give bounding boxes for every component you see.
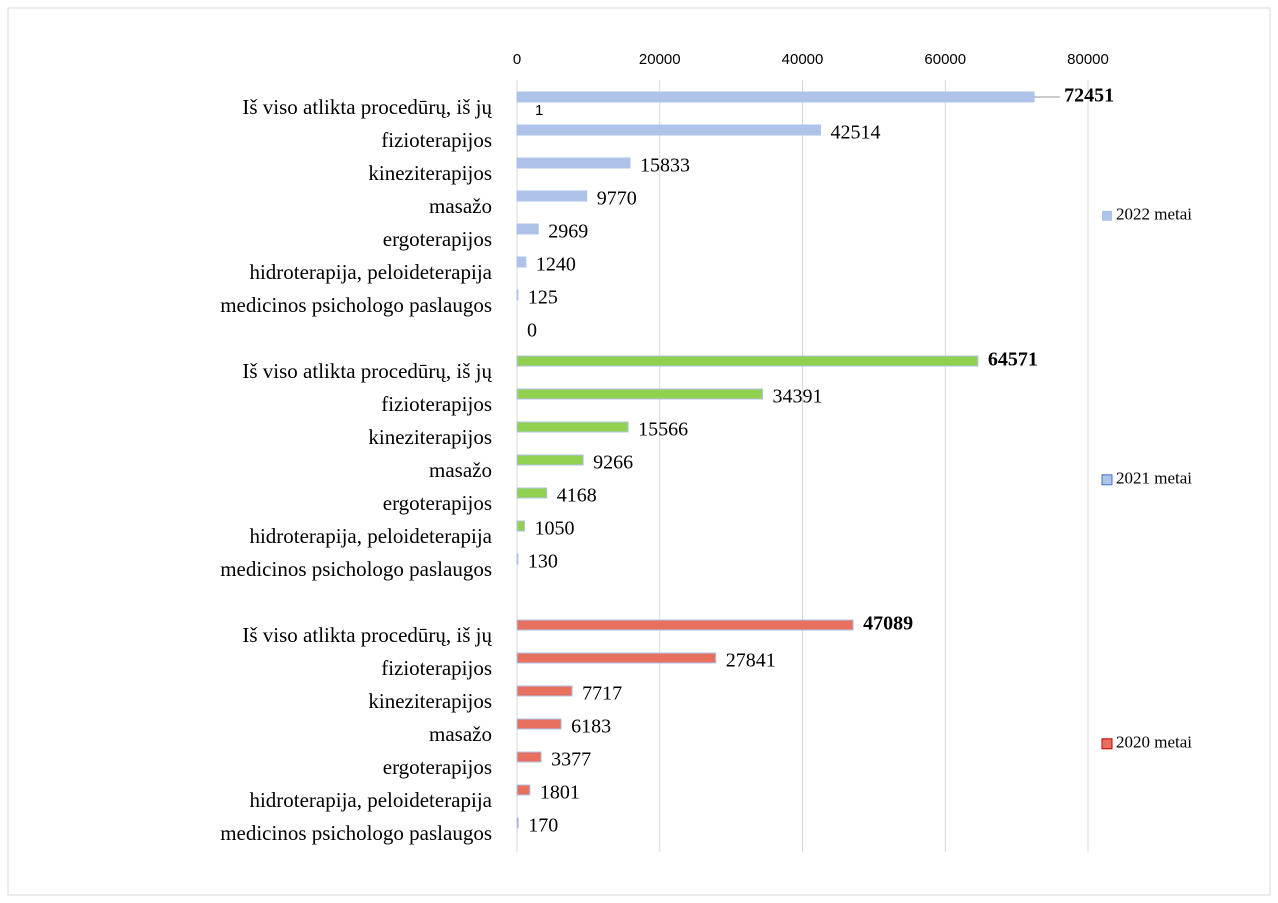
bar <box>516 454 584 466</box>
data-label: 9266 <box>593 452 633 474</box>
y-tick-label: Iš viso atlikta procedūrų, iš jų <box>242 623 492 647</box>
y-tick-label: Iš viso atlikta procedūrų, iš jų <box>242 359 492 383</box>
y-tick-label: ergoterapijos <box>383 491 492 515</box>
data-label: 4168 <box>557 485 597 507</box>
x-tick-label: 20000 <box>639 51 681 68</box>
bar <box>516 718 562 730</box>
bar <box>516 355 979 367</box>
bar <box>516 685 573 697</box>
y-tick-label: hidroterapija, peloideterapija <box>249 788 492 812</box>
y-tick-label: medicinos psichologo paslaugos <box>220 293 492 317</box>
y-tick-label: fizioterapijos <box>381 128 492 152</box>
bar <box>516 289 519 301</box>
x-tick-label: 0 <box>513 51 521 68</box>
data-label: 9770 <box>597 188 637 210</box>
bar <box>516 619 854 631</box>
legend-label: 2022 metai <box>1116 205 1192 224</box>
y-tick-label: hidroterapija, peloideterapija <box>249 260 492 284</box>
bar <box>516 553 519 565</box>
bar <box>516 388 763 400</box>
bar <box>516 190 588 202</box>
y-tick-label: hidroterapija, peloideterapija <box>249 524 492 548</box>
data-label: 1801 <box>540 782 580 804</box>
data-label: 64571 <box>988 349 1038 371</box>
bar <box>516 520 525 532</box>
y-tick-label: kineziterapijos <box>368 161 492 185</box>
y-tick-label: ergoterapijos <box>383 227 492 251</box>
bar <box>516 751 542 763</box>
data-label: 0 <box>527 320 537 342</box>
legend-marker <box>1101 738 1113 750</box>
bar <box>516 124 821 136</box>
data-label: 27841 <box>726 650 776 672</box>
chart-frame <box>7 7 1271 896</box>
legend-label: 2021 metai <box>1116 469 1192 488</box>
y-tick-label: medicinos psichologo paslaugos <box>220 821 492 845</box>
y-tick-label: masažo <box>429 458 492 482</box>
data-label: 7717 <box>582 683 622 705</box>
y-tick-label: fizioterapijos <box>381 392 492 416</box>
data-label: 125 <box>528 287 558 309</box>
bar <box>516 421 629 433</box>
legend-label: 2020 metai <box>1116 733 1192 752</box>
legend-marker <box>1101 474 1113 486</box>
data-label: 15833 <box>640 155 690 177</box>
bar <box>516 91 1035 103</box>
bar <box>516 784 531 796</box>
y-tick-label: Iš viso atlikta procedūrų, iš jų <box>242 95 492 119</box>
x-tick-label: 40000 <box>782 51 824 68</box>
bar <box>516 256 527 268</box>
data-label: 15566 <box>638 419 688 441</box>
data-label: 1050 <box>534 518 574 540</box>
x-tick-label: 80000 <box>1067 51 1109 68</box>
y-tick-label: masažo <box>429 722 492 746</box>
data-label: 2969 <box>548 221 588 243</box>
bar <box>516 817 519 829</box>
bar <box>516 652 717 664</box>
data-label: 170 <box>528 815 558 837</box>
y-tick-label: medicinos psichologo paslaugos <box>220 557 492 581</box>
data-label: 1240 <box>536 254 576 276</box>
y-tick-label: fizioterapijos <box>381 656 492 680</box>
y-tick-label: ergoterapijos <box>383 755 492 779</box>
data-label: 34391 <box>772 386 822 408</box>
data-label: 47089 <box>863 613 913 635</box>
data-label: 3377 <box>551 749 591 771</box>
y-tick-label: kineziterapijos <box>368 689 492 713</box>
data-label: 72451 <box>1064 85 1114 107</box>
x-tick-label: 60000 <box>924 51 966 68</box>
bar <box>516 157 631 169</box>
y-tick-label: masažo <box>429 194 492 218</box>
legend-marker <box>1102 210 1112 221</box>
y-tick-label: kineziterapijos <box>368 425 492 449</box>
data-label: 42514 <box>830 122 880 144</box>
annotation: 1 <box>535 102 543 119</box>
data-label: 6183 <box>571 716 611 738</box>
data-label: 130 <box>528 551 558 573</box>
bar <box>516 487 548 499</box>
bar <box>516 223 539 235</box>
